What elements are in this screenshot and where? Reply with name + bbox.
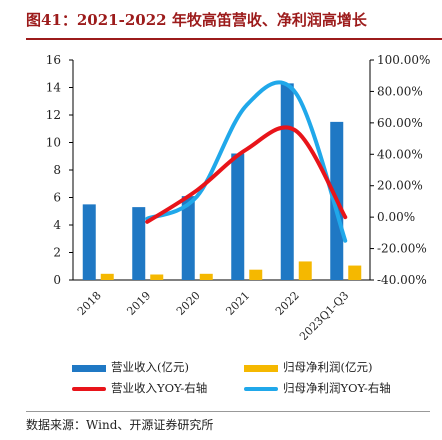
y-left-tick-label: 2 [53, 246, 61, 260]
y-left-tick-label: 14 [46, 81, 62, 95]
title-rule [26, 38, 442, 40]
line-revenue-yoy [145, 125, 348, 224]
bar-profit [298, 261, 312, 280]
y-left-tick-label: 4 [53, 218, 61, 232]
bar-profit [100, 273, 114, 280]
legend-label-profit: 归母净利润(亿元) [283, 360, 373, 374]
footer-rule [26, 411, 430, 412]
chart: 0 2 4 6 8 10 12 14 16 -40.00% -20.00% 0.00% 20.00% 40… [46, 53, 431, 340]
legend-item-revenue-yoy: 营业收入YOY-右轴 [72, 380, 207, 396]
y-left-tick-label: 12 [46, 108, 61, 122]
bar-revenue [132, 207, 146, 280]
bar-revenue [280, 83, 294, 280]
y-right-tick-label: -40.00% [377, 273, 427, 287]
bar-profit [199, 273, 213, 280]
legend-swatch-revenue-yoy [72, 387, 106, 391]
x-tick-label: 2020 [174, 289, 203, 318]
bar-profit [249, 269, 263, 280]
bar-revenue [231, 153, 245, 280]
x-tick-label: 2019 [124, 289, 153, 318]
y-right-tick-label: -20.00% [377, 242, 427, 256]
x-tick-label: 2022 [273, 289, 302, 318]
y-right-tick-label: 40.00% [377, 147, 423, 161]
x-tick-label: 2021 [223, 289, 252, 318]
y-right-tick-label: 0.00% [377, 210, 415, 224]
bar-revenue [181, 196, 195, 280]
figure-title: 图41：2021-2022 年牧高笛营收、净利润高增长 [26, 11, 367, 29]
line-profit-yoy [145, 80, 348, 243]
bar-profit [348, 265, 362, 280]
source-note: 数据来源：Wind、开源证券研究所 [26, 418, 214, 432]
legend-item-profit-yoy: 归母净利润YOY-右轴 [244, 380, 391, 396]
x-tick-label: 2023Q1-Q3 [297, 289, 351, 340]
x-tick-label: 2018 [75, 289, 104, 318]
legend-label-revenue: 营业收入(亿元) [111, 360, 189, 374]
legend-swatch-profit-yoy [244, 387, 278, 391]
y-left-tick-label: 16 [46, 53, 61, 67]
bar-revenue [82, 204, 96, 280]
legend-item-profit: 归母净利润(亿元) [244, 359, 372, 375]
legend-swatch-profit [244, 364, 278, 372]
y-left-tick-label: 0 [53, 273, 61, 287]
y-right-tick-label: 60.00% [377, 116, 423, 130]
y-left-tick-label: 8 [53, 163, 61, 177]
legend-label-profit-yoy: 归母净利润YOY-右轴 [283, 381, 391, 395]
y-right-tick-label: 20.00% [377, 179, 423, 193]
legend-label-revenue-yoy: 营业收入YOY-右轴 [111, 381, 208, 395]
legend-swatch-revenue [72, 364, 106, 372]
legend-item-revenue: 营业收入(亿元) [72, 359, 189, 375]
y-right-tick-label: 100.00% [377, 53, 430, 67]
y-left-tick-label: 6 [53, 191, 61, 205]
y-right-tick-label: 80.00% [377, 84, 423, 98]
y-left-tick-label: 10 [46, 136, 61, 150]
bar-profit [150, 274, 164, 280]
